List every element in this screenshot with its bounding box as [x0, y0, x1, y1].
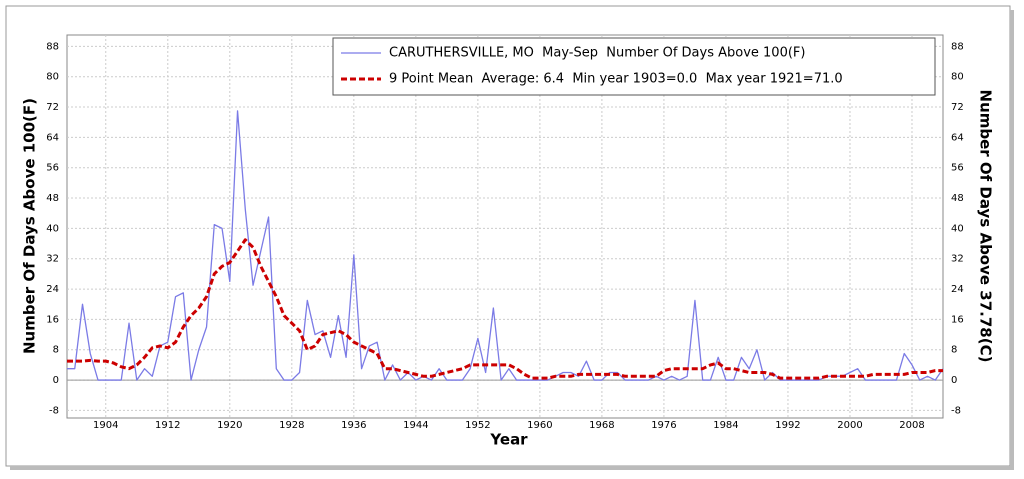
y-tick-label: 80 — [46, 72, 59, 83]
y2-tick-label: 72 — [951, 102, 964, 113]
y2-tick-label: -8 — [951, 405, 961, 416]
y-tick-label: 24 — [46, 284, 59, 295]
x-tick-label: 1904 — [93, 420, 118, 431]
shadow — [1010, 10, 1014, 470]
series-line — [67, 110, 944, 381]
shadow — [10, 466, 1012, 470]
y2-tick-label: 64 — [951, 132, 964, 143]
legend-label: 9 Point Mean Average: 6.4 Min year 1903=… — [389, 72, 843, 87]
x-tick-label: 1960 — [527, 420, 552, 431]
y2-tick-label: 8 — [951, 345, 957, 356]
x-tick-label: 2008 — [899, 420, 924, 431]
y2-axis-label: Number Of Days Above 37.78(C) — [977, 90, 995, 363]
x-tick-label: 1976 — [651, 420, 676, 431]
y-tick-label: 40 — [46, 223, 59, 234]
x-tick-label: 1920 — [217, 420, 242, 431]
x-tick-label: 1928 — [279, 420, 304, 431]
y-tick-label: -8 — [49, 405, 59, 416]
y2-tick-label: 88 — [951, 41, 964, 52]
legend-box — [332, 37, 936, 96]
y-axis-label: Number Of Days Above 100(F) — [21, 98, 39, 354]
x-tick-label: 1968 — [589, 420, 614, 431]
y-tick-label: 64 — [46, 132, 59, 143]
y2-tick-label: 56 — [951, 163, 964, 174]
y-tick-label: 48 — [46, 193, 59, 204]
x-axis-label: Year — [489, 431, 528, 449]
x-tick-label: 1944 — [403, 420, 428, 431]
y2-tick-label: 24 — [951, 284, 964, 295]
y-tick-label: 8 — [53, 345, 59, 356]
y-tick-label: 32 — [46, 254, 59, 265]
y2-tick-label: 80 — [951, 72, 964, 83]
x-tick-label: 1952 — [465, 420, 490, 431]
y-tick-label: 88 — [46, 41, 59, 52]
y2-tick-label: 48 — [951, 193, 964, 204]
y2-tick-label: 16 — [951, 314, 964, 325]
y2-tick-label: 40 — [951, 223, 964, 234]
plot-area — [66, 34, 944, 419]
x-tick-label: 1992 — [775, 420, 800, 431]
y2-tick-label: 0 — [951, 375, 957, 386]
x-tick-label: 2000 — [837, 420, 862, 431]
y-tick-label: 72 — [46, 102, 59, 113]
legend-label: CARUTHERSVILLE, MO May-Sep Number Of Day… — [389, 46, 805, 61]
x-tick-label: 1936 — [341, 420, 366, 431]
y-tick-label: 0 — [53, 375, 59, 386]
series-line — [67, 238, 943, 380]
x-tick-label: 1912 — [155, 420, 180, 431]
y-tick-label: 56 — [46, 163, 59, 174]
x-tick-label: 1984 — [713, 420, 738, 431]
y-tick-label: 16 — [46, 314, 59, 325]
y2-tick-label: 32 — [951, 254, 964, 265]
